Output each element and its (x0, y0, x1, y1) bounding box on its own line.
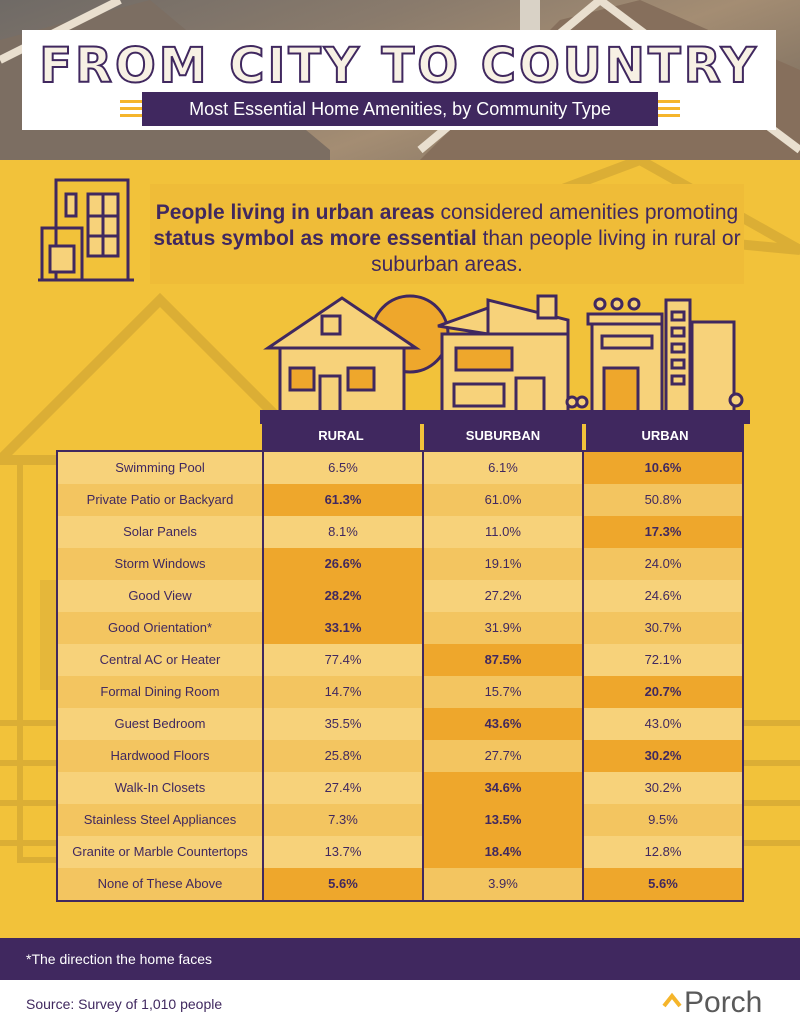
table-row: Private Patio or Backyard 61.3% 61.0% 50.8% (58, 484, 742, 516)
value-cell-urban: 9.5% (584, 804, 742, 836)
table-row: Central AC or Heater 77.4% 87.5% 72.1% (58, 644, 742, 676)
row-label: Good Orientation* (58, 612, 264, 644)
callout-bold-2: status symbol as more essential (153, 227, 477, 250)
value-cell-suburban: 13.5% (424, 804, 584, 836)
value-cell-rural: 8.1% (264, 516, 424, 548)
value-cell-urban: 50.8% (584, 484, 742, 516)
value-cell-rural: 14.7% (264, 676, 424, 708)
page-subtitle: Most Essential Home Amenities, by Commun… (142, 92, 658, 126)
header-banner: FROM CITY TO COUNTRY Most Essential Home… (0, 0, 800, 160)
footnote-bar: *The direction the home faces (0, 938, 800, 980)
row-label: Swimming Pool (58, 452, 264, 484)
value-cell-rural: 35.5% (264, 708, 424, 740)
callout-box: People living in urban areas considered … (150, 184, 744, 284)
row-label: Good View (58, 580, 264, 612)
value-cell-urban: 30.2% (584, 772, 742, 804)
table-row: Storm Windows 26.6% 19.1% 24.0% (58, 548, 742, 580)
value-cell-suburban: 61.0% (424, 484, 584, 516)
table-row: Formal Dining Room 14.7% 15.7% 20.7% (58, 676, 742, 708)
row-label: Solar Panels (58, 516, 264, 548)
value-cell-urban: 10.6% (584, 452, 742, 484)
table-header-row: RURAL SUBURBAN URBAN (262, 422, 744, 450)
row-label: Stainless Steel Appliances (58, 804, 264, 836)
subtitle-bar: Most Essential Home Amenities, by Commun… (120, 92, 680, 126)
value-cell-suburban: 43.6% (424, 708, 584, 740)
porch-roof-icon (662, 992, 682, 1008)
callout-text-1: considered amenities promoting (434, 201, 739, 224)
column-header-suburban: SUBURBAN (424, 422, 582, 450)
building-icon (38, 178, 134, 282)
row-label: Walk-In Closets (58, 772, 264, 804)
value-cell-rural: 25.8% (264, 740, 424, 772)
value-cell-urban: 5.6% (584, 868, 742, 900)
value-cell-urban: 12.8% (584, 836, 742, 868)
value-cell-suburban: 19.1% (424, 548, 584, 580)
value-cell-rural: 13.7% (264, 836, 424, 868)
value-cell-suburban: 27.2% (424, 580, 584, 612)
row-label: None of These Above (58, 868, 264, 900)
value-cell-rural: 27.4% (264, 772, 424, 804)
callout-bold-1: People living in urban areas (155, 201, 435, 224)
value-cell-urban: 24.6% (584, 580, 742, 612)
value-cell-suburban: 31.9% (424, 612, 584, 644)
value-cell-urban: 17.3% (584, 516, 742, 548)
row-label: Hardwood Floors (58, 740, 264, 772)
value-cell-rural: 26.6% (264, 548, 424, 580)
row-label: Granite or Marble Countertops (58, 836, 264, 868)
brand-logo: Porch (662, 986, 774, 1022)
callout-text: People living in urban areas considered … (150, 200, 744, 278)
callout-text-2: than people living in rural or suburban … (371, 227, 741, 276)
page-title: FROM CITY TO COUNTRY (38, 37, 759, 95)
value-cell-suburban: 18.4% (424, 836, 584, 868)
table-row: Solar Panels 8.1% 11.0% 17.3% (58, 516, 742, 548)
value-cell-suburban: 6.1% (424, 452, 584, 484)
value-cell-suburban: 87.5% (424, 644, 584, 676)
row-label: Central AC or Heater (58, 644, 264, 676)
row-label: Storm Windows (58, 548, 264, 580)
main-panel: People living in urban areas considered … (0, 160, 800, 938)
table-row: Hardwood Floors 25.8% 27.7% 30.2% (58, 740, 742, 772)
value-cell-rural: 5.6% (264, 868, 424, 900)
value-cell-suburban: 34.6% (424, 772, 584, 804)
value-cell-rural: 61.3% (264, 484, 424, 516)
value-cell-urban: 24.0% (584, 548, 742, 580)
value-cell-suburban: 27.7% (424, 740, 584, 772)
value-cell-rural: 6.5% (264, 452, 424, 484)
value-cell-urban: 30.7% (584, 612, 742, 644)
value-cell-urban: 30.2% (584, 740, 742, 772)
column-header-urban: URBAN (586, 422, 744, 450)
table-row: None of These Above 5.6% 3.9% 5.6% (58, 868, 742, 900)
value-cell-suburban: 11.0% (424, 516, 584, 548)
value-cell-urban: 43.0% (584, 708, 742, 740)
value-cell-suburban: 15.7% (424, 676, 584, 708)
houses-illustration (260, 294, 750, 424)
row-label: Guest Bedroom (58, 708, 264, 740)
table-row: Stainless Steel Appliances 7.3% 13.5% 9.5% (58, 804, 742, 836)
value-cell-suburban: 3.9% (424, 868, 584, 900)
table-row: Walk-In Closets 27.4% 34.6% 30.2% (58, 772, 742, 804)
brand-name: Porch (684, 986, 763, 1019)
stripes-right-icon (658, 100, 680, 118)
table-row: Granite or Marble Countertops 13.7% 18.4% 1… (58, 836, 742, 868)
value-cell-rural: 28.2% (264, 580, 424, 612)
table-row: Guest Bedroom 35.5% 43.6% 43.0% (58, 708, 742, 740)
row-label: Private Patio or Backyard (58, 484, 264, 516)
source-text: Source: Survey of 1,010 people (26, 996, 223, 1012)
value-cell-urban: 72.1% (584, 644, 742, 676)
table-row: Swimming Pool 6.5% 6.1% 10.6% (58, 452, 742, 484)
column-header-rural: RURAL (262, 422, 420, 450)
table-body: Swimming Pool 6.5% 6.1% 10.6% Private Patio … (56, 450, 744, 902)
value-cell-urban: 20.7% (584, 676, 742, 708)
value-cell-rural: 7.3% (264, 804, 424, 836)
table-row: Good View 28.2% 27.2% 24.6% (58, 580, 742, 612)
value-cell-rural: 77.4% (264, 644, 424, 676)
table-row: Good Orientation* 33.1% 31.9% 30.7% (58, 612, 742, 644)
footnote: *The direction the home faces (26, 951, 212, 967)
stripes-left-icon (120, 100, 142, 118)
value-cell-rural: 33.1% (264, 612, 424, 644)
row-label: Formal Dining Room (58, 676, 264, 708)
